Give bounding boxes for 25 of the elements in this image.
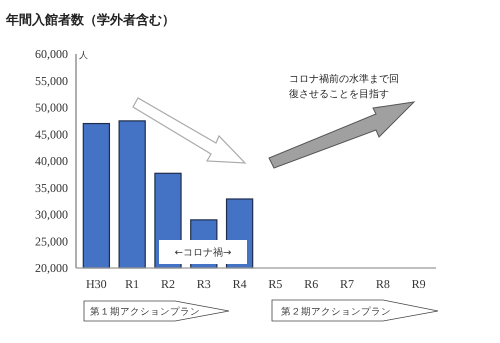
y-tick-label: 20,000: [35, 261, 68, 275]
x-tick-label: R4: [232, 277, 247, 291]
x-tick-label: R1: [125, 277, 140, 291]
y-axis-title: 人: [79, 50, 88, 60]
x-tick-label: R8: [376, 277, 390, 291]
x-tick-label: R3: [196, 277, 211, 291]
y-tick-label: 45,000: [35, 127, 68, 142]
x-tick-label: R5: [268, 277, 282, 291]
y-tick-label: 35,000: [35, 180, 68, 195]
x-tick-label: H30: [86, 277, 107, 291]
x-tick-label: R7: [340, 277, 354, 291]
x-tick-label: R9: [412, 277, 426, 291]
y-tick-label: 25,000: [35, 234, 68, 248]
x-tick-label: R2: [160, 277, 175, 291]
annotation: ←コロナ禍→: [174, 246, 232, 258]
y-tick-label: 60,000: [35, 47, 68, 61]
y-tick-label: 55,000: [35, 74, 68, 88]
y-tick-label: 40,000: [35, 154, 68, 168]
x-tick-label: R6: [304, 277, 318, 291]
y-tick-label: 50,000: [35, 100, 68, 114]
chart-title: 年間入館者数（学外者含む）: [5, 12, 175, 28]
y-tick-label: 30,000: [35, 208, 68, 222]
text: 第２期アクションプラン: [281, 305, 391, 318]
annotation: コロナ禍前の水準まで回復させることを目指す: [289, 73, 399, 100]
text: 第１期アクションプラン: [90, 305, 200, 318]
